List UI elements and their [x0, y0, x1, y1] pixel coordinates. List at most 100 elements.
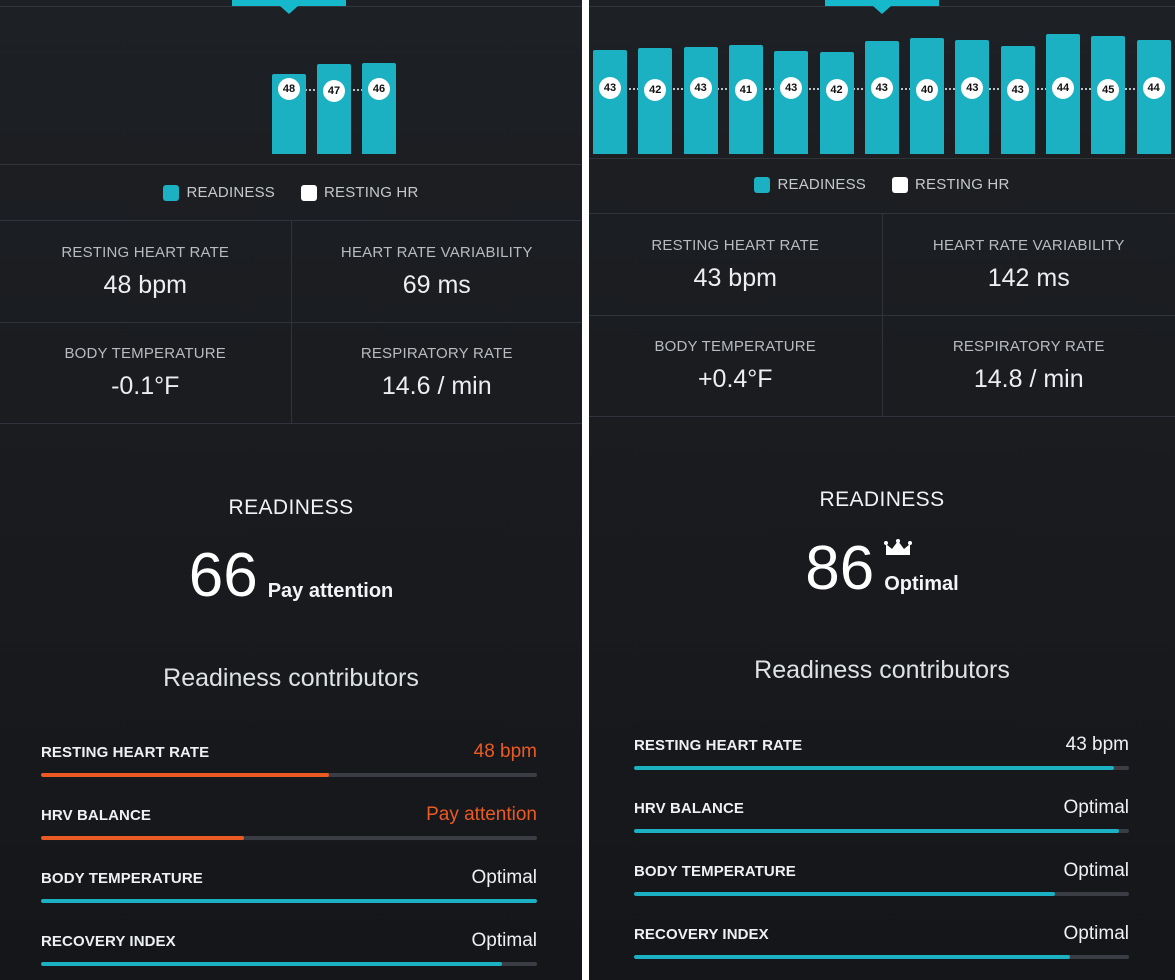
- contributor-recovery-index[interactable]: RECOVERY INDEX Optimal: [41, 930, 537, 970]
- contributor-value: Optimal: [1063, 860, 1129, 881]
- chart-legend: READINESS RESTING HR: [589, 176, 1175, 193]
- contributor-hrv-balance[interactable]: HRV BALANCE Optimal: [634, 797, 1129, 837]
- metric-label: RESTING HEART RATE: [651, 236, 820, 254]
- selected-day-indicator[interactable]: [232, 0, 346, 14]
- chart-legend: READINESS RESTING HR: [0, 184, 582, 201]
- readiness-score-value: 66: [188, 541, 258, 610]
- metric-value: 14.6 / min: [381, 372, 492, 400]
- contributor-resting-heart-rate[interactable]: RESTING HEART RATE 48 bpm: [41, 741, 537, 781]
- metric-heart-rate-variability[interactable]: HEART RATE VARIABILITY 142 ms: [881, 214, 1175, 315]
- metric-body-temperature[interactable]: BODY TEMPERATURE +0.4°F: [589, 316, 882, 416]
- readiness-bar[interactable]: [362, 62, 396, 154]
- selected-day-indicator[interactable]: [825, 0, 939, 14]
- contributor-track: [634, 829, 1129, 833]
- metric-value: +0.4°F: [697, 365, 773, 393]
- metric-value: -0.1°F: [111, 372, 180, 400]
- metric-label: RESPIRATORY RATE: [360, 345, 513, 362]
- contributor-track: [41, 899, 537, 903]
- legend-resting-hr-label: RESTING HR: [914, 176, 1010, 193]
- metric-value: 14.8 / min: [973, 365, 1084, 393]
- contributor-hrv-balance[interactable]: HRV BALANCE Pay attention: [41, 804, 537, 844]
- chart-divider: [589, 158, 1175, 159]
- contributor-track: [41, 836, 537, 840]
- crown-icon: [884, 539, 913, 555]
- contributor-resting-heart-rate[interactable]: RESTING HEART RATE 43 bpm: [634, 734, 1129, 774]
- resting-hr-point-label: 47: [323, 80, 345, 103]
- resting-hr-point-label: 44: [1052, 77, 1074, 99]
- metric-resting-heart-rate[interactable]: RESTING HEART RATE 43 bpm: [589, 214, 882, 315]
- legend-resting-hr: RESTING HR: [891, 176, 1010, 193]
- metric-heart-rate-variability[interactable]: HEART RATE VARIABILITY 69 ms: [290, 221, 583, 322]
- contributor-recovery-index[interactable]: RECOVERY INDEX Optimal: [634, 923, 1129, 963]
- readiness-panel-right: 43 42 43 41 43 42 43 40 43 43 44 45 44 READINESS RES…: [589, 0, 1175, 980]
- resting-hr-point-label: 41: [734, 79, 757, 101]
- contributor-fill: [634, 766, 1115, 770]
- contributor-track: [41, 962, 537, 966]
- legend-resting-hr-label: RESTING HR: [323, 184, 419, 201]
- readiness-bar[interactable]: [638, 48, 673, 154]
- metrics-grid: RESTING HEART RATE 43 bpm HEART RATE VAR…: [589, 213, 1175, 417]
- metric-label: RESTING HEART RATE: [61, 243, 230, 261]
- metric-respiratory-rate[interactable]: RESPIRATORY RATE 14.8 / min: [881, 316, 1175, 416]
- contributor-track: [634, 766, 1129, 770]
- contributor-label: BODY TEMPERATURE: [41, 870, 203, 887]
- contributor-body-temperature[interactable]: BODY TEMPERATURE Optimal: [634, 860, 1129, 900]
- metric-label: BODY TEMPERATURE: [654, 338, 817, 355]
- readiness-score: 86 Optimal: [589, 538, 1175, 600]
- resting-hr-point-label: 43: [961, 77, 984, 99]
- metrics-grid: RESTING HEART RATE 48 bpm HEART RATE VAR…: [0, 220, 582, 424]
- contributor-label: RECOVERY INDEX: [41, 933, 176, 950]
- contributor-label: HRV BALANCE: [41, 807, 151, 824]
- metric-body-temperature[interactable]: BODY TEMPERATURE -0.1°F: [0, 323, 291, 423]
- readiness-bar[interactable]: [317, 63, 351, 154]
- resting-hr-point-label: 43: [689, 77, 712, 99]
- contributor-fill: [41, 899, 537, 903]
- resting-hr-point-label: 42: [825, 79, 848, 101]
- resting-hr-point-label: 43: [780, 77, 803, 99]
- metric-label: RESPIRATORY RATE: [952, 338, 1105, 355]
- readiness-status: Optimal: [884, 539, 959, 596]
- readiness-status-text: Optimal: [884, 573, 959, 595]
- readiness-score: 66 Pay attention: [0, 545, 582, 607]
- contributor-value: Optimal: [471, 867, 537, 888]
- contributor-label: HRV BALANCE: [634, 800, 744, 817]
- metric-value: 69 ms: [402, 270, 471, 299]
- contributor-track: [41, 773, 537, 777]
- metric-label: BODY TEMPERATURE: [64, 345, 227, 362]
- contributor-value: Optimal: [471, 930, 537, 951]
- metric-label: HEART RATE VARIABILITY: [340, 243, 533, 261]
- trend-chart[interactable]: 43 42 43 41 43 42 43 40 43 43 44 45 44: [589, 34, 1175, 154]
- metric-value: 48 bpm: [103, 270, 187, 299]
- metric-resting-heart-rate[interactable]: RESTING HEART RATE 48 bpm: [0, 221, 291, 322]
- contributor-fill: [634, 955, 1070, 959]
- readiness-bar[interactable]: [774, 50, 809, 154]
- readiness-bar[interactable]: [819, 52, 854, 154]
- metric-respiratory-rate[interactable]: RESPIRATORY RATE 14.6 / min: [290, 323, 583, 423]
- resting-hr-point-label: 42: [644, 79, 667, 101]
- readiness-title: READINESS: [819, 488, 945, 511]
- contributor-fill: [41, 836, 245, 840]
- readiness-status: Pay attention: [268, 580, 394, 603]
- contributors-title: Readiness contributors: [163, 664, 419, 692]
- readiness-status-text: Pay attention: [267, 580, 394, 602]
- contributor-value: Pay attention: [426, 804, 537, 825]
- readiness-bar[interactable]: [593, 49, 627, 154]
- resting-hr-point-label: 43: [599, 77, 621, 99]
- contributor-value: 48 bpm: [473, 741, 537, 762]
- contributor-label: RESTING HEART RATE: [634, 737, 803, 754]
- legend-readiness-label: READINESS: [777, 176, 866, 193]
- contributor-label: RECOVERY INDEX: [634, 926, 769, 943]
- readiness-bar[interactable]: [683, 47, 718, 154]
- trend-chart[interactable]: 48 47 46: [0, 40, 582, 154]
- resting-hr-point-label: 43: [1006, 79, 1029, 101]
- resting-hr-swatch-icon: [891, 176, 908, 193]
- contributors-title: Readiness contributors: [754, 656, 1010, 684]
- chart-divider: [0, 164, 582, 165]
- resting-hr-swatch-icon: [300, 184, 317, 201]
- readiness-title: READINESS: [228, 496, 354, 519]
- contributor-fill: [41, 962, 503, 966]
- readiness-swatch-icon: [163, 184, 180, 201]
- resting-hr-point-label: 43: [870, 77, 893, 99]
- contributor-body-temperature[interactable]: BODY TEMPERATURE Optimal: [41, 867, 537, 907]
- contributor-track: [634, 955, 1129, 959]
